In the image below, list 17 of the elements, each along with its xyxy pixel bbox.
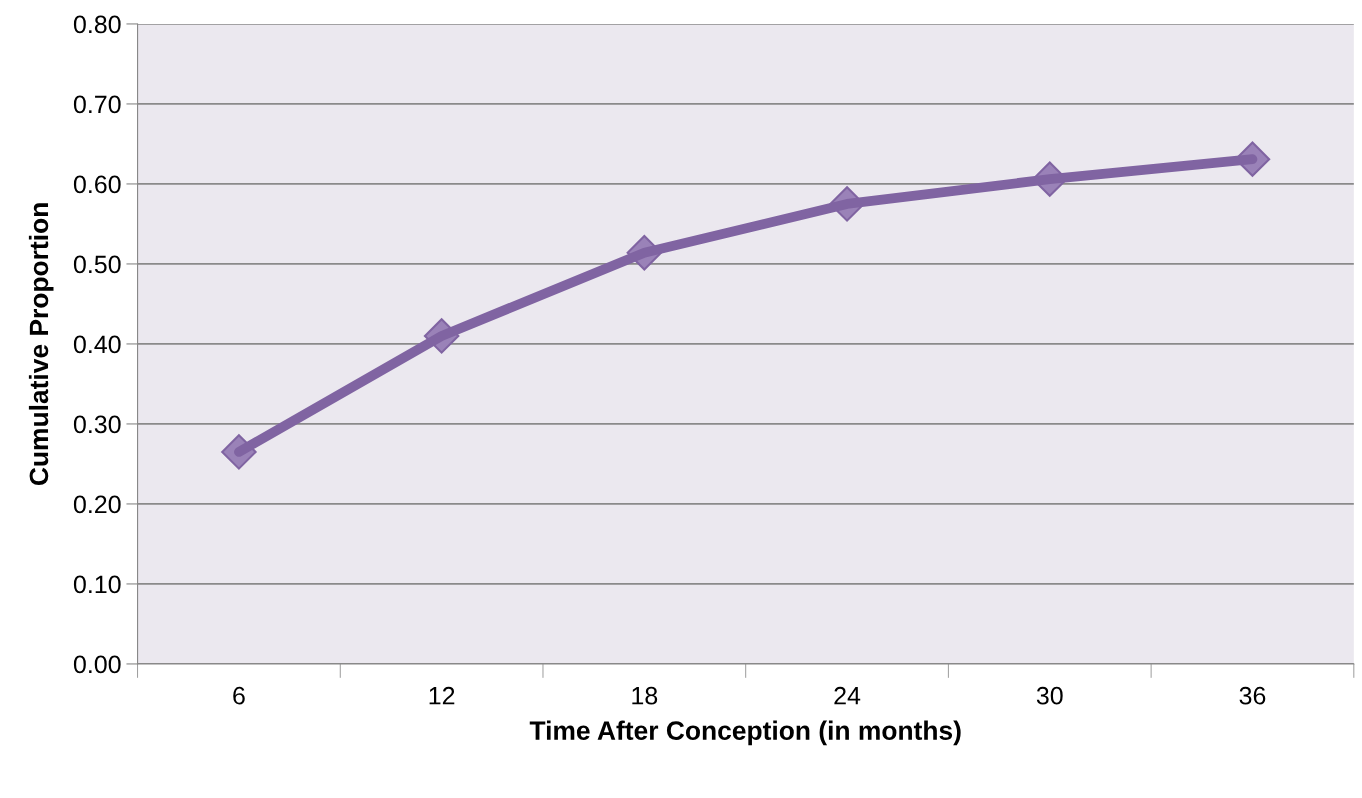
y-axis-title: Cumulative Proportion: [28, 203, 54, 486]
x-axis-title: Time After Conception (in months): [529, 720, 961, 746]
x-tick-label: 30: [1036, 686, 1063, 705]
y-tick-label: 0.80: [73, 15, 121, 34]
y-tick-label: 0.00: [73, 655, 121, 674]
x-tick-label: 6: [233, 686, 245, 705]
y-tick-label: 0.20: [73, 495, 121, 514]
y-tick-label: 0.10: [73, 575, 121, 594]
x-tick-label: 24: [834, 686, 861, 705]
x-tick-label: 18: [632, 686, 658, 705]
y-tick-label: 0.40: [73, 335, 121, 354]
y-tick-label: 0.30: [73, 415, 121, 434]
y-tick-label: 0.60: [73, 175, 121, 194]
x-tick-label: 36: [1239, 686, 1266, 705]
y-tick-label: 0.70: [73, 95, 121, 114]
y-tick-label: 0.50: [73, 255, 121, 274]
x-tick-label: 12: [429, 686, 455, 705]
